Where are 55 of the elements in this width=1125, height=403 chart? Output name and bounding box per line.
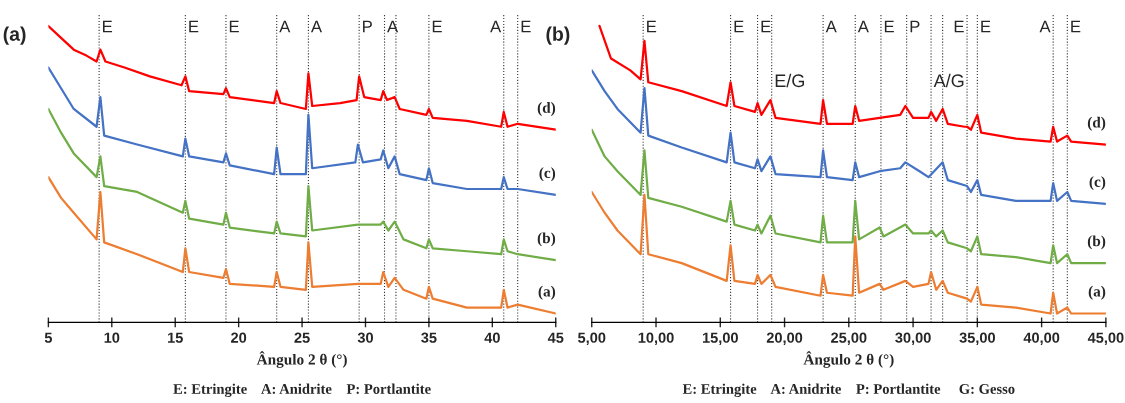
x-tick-label: 15,00 bbox=[702, 332, 738, 345]
x-tick-label: 35,00 bbox=[959, 332, 995, 345]
series-label: (d) bbox=[537, 102, 556, 116]
ref-line-label: E bbox=[1071, 20, 1081, 33]
ref-line-label: E bbox=[521, 20, 531, 33]
ref-line-label: E bbox=[734, 20, 744, 33]
x-tick-label: 15 bbox=[168, 332, 183, 343]
chart-title: (b) bbox=[546, 26, 570, 45]
series-label: (d) bbox=[1087, 116, 1106, 131]
ref-line-label: E bbox=[647, 20, 657, 33]
x-tick-label: 40,00 bbox=[1023, 332, 1060, 345]
ref-line-label: E bbox=[884, 20, 894, 33]
ref-line-label: E bbox=[981, 20, 991, 33]
text: E: Etringite A: Anidrite P: Portlantite bbox=[173, 383, 431, 397]
series-label: (b) bbox=[537, 232, 556, 247]
x-tick-label: 5 bbox=[44, 332, 53, 343]
x-tick-label: 45 bbox=[547, 332, 564, 343]
annotation: A/G bbox=[933, 73, 964, 88]
ref-line-label: A bbox=[825, 20, 837, 33]
series-label: (a) bbox=[1088, 285, 1106, 300]
text: E: Etringite A: Anidrite P: Portlantite G: Gesso bbox=[682, 383, 1015, 397]
x-tick-label: 20 bbox=[231, 332, 247, 343]
ref-line-label: A bbox=[387, 20, 399, 33]
x-axis-title: Ângulo 2 θ (°) bbox=[803, 351, 894, 368]
ref-line-label: E bbox=[189, 20, 199, 33]
ref-line-label: E bbox=[761, 20, 771, 33]
ref-line-label: E bbox=[229, 20, 239, 33]
ref-line-label: E bbox=[103, 20, 113, 33]
x-axis-title: Ângulo 2 θ (°) bbox=[256, 351, 347, 368]
series-label: (c) bbox=[1089, 176, 1106, 190]
ref-line-label: A bbox=[279, 20, 291, 33]
ref-line-label: E bbox=[954, 20, 964, 33]
ref-line-label: E bbox=[432, 20, 442, 33]
series-label: (c) bbox=[539, 167, 556, 182]
ref-line-label: P bbox=[363, 20, 372, 33]
x-tick-label: 25,00 bbox=[831, 332, 867, 345]
x-tick-label: 40 bbox=[484, 332, 500, 343]
ref-line-label: A bbox=[310, 20, 323, 33]
x-tick-label: 25 bbox=[294, 332, 310, 343]
ref-line-label: A bbox=[857, 20, 869, 33]
annotation: E/G bbox=[775, 73, 805, 88]
x-tick-label: 30,00 bbox=[895, 332, 931, 345]
x-tick-label: 35 bbox=[421, 332, 437, 343]
x-tick-label: 45,00 bbox=[1087, 332, 1124, 345]
ref-line-label: A bbox=[490, 20, 502, 33]
x-tick-label: 10,00 bbox=[638, 332, 674, 345]
ref-line-label: A bbox=[1039, 20, 1051, 33]
x-tick-label: 10 bbox=[104, 332, 120, 343]
series-label: (b) bbox=[1087, 235, 1106, 250]
series-label: (a) bbox=[538, 285, 556, 300]
ref-line-label: P bbox=[910, 20, 920, 33]
chart-title: (a) bbox=[3, 26, 26, 45]
x-tick-label: 20,00 bbox=[766, 332, 803, 345]
x-tick-label: 5,00 bbox=[578, 332, 606, 345]
x-tick-label: 30 bbox=[357, 332, 373, 343]
